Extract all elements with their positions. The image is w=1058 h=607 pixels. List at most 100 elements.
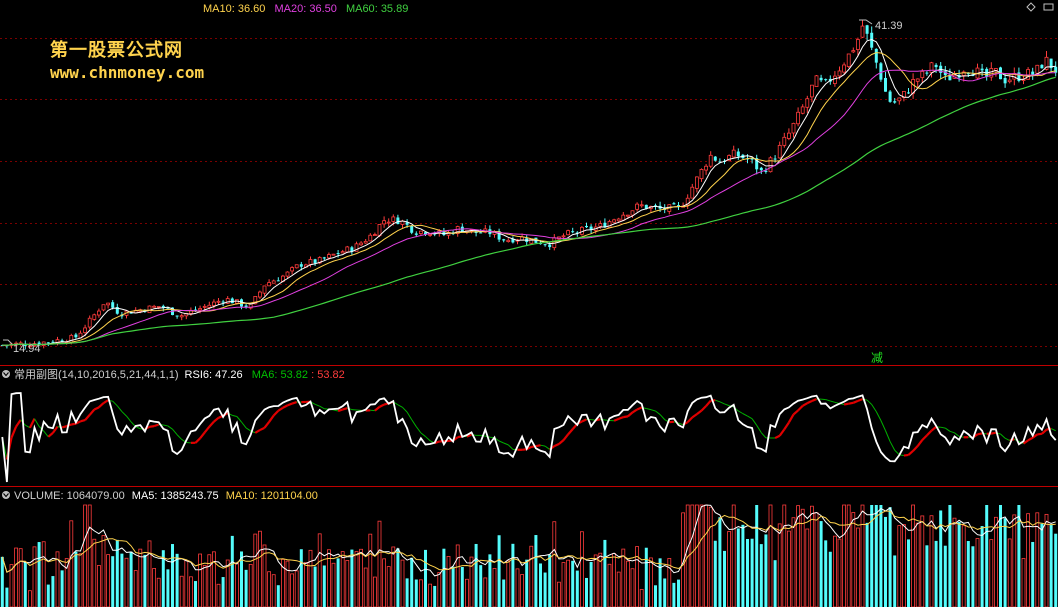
candle-up: [856, 39, 860, 50]
candle-up: [202, 305, 207, 308]
rsi-ma-segment: [659, 414, 666, 420]
candle-up: [179, 315, 184, 318]
volume-bar: [55, 551, 60, 607]
candle-down: [1017, 72, 1021, 81]
rsi-ma-segment: [700, 405, 707, 412]
volume-bar: [971, 546, 975, 607]
rsi-ma-segment: [774, 434, 781, 440]
candle-down: [677, 205, 680, 207]
rsi-ma-segment: [337, 408, 344, 413]
volume-bar: [888, 507, 892, 607]
volume-bar: [120, 553, 124, 607]
candle-up: [354, 243, 359, 252]
volume-bar: [911, 504, 915, 607]
volume-bar: [828, 551, 832, 607]
volume-bar: [483, 577, 488, 607]
candle-up: [708, 154, 713, 167]
candle-up: [833, 75, 837, 84]
volume-bar: [718, 517, 722, 607]
volume-bar: [699, 504, 704, 607]
candle-down: [276, 280, 280, 282]
volume-bar: [92, 538, 97, 607]
candle-up: [207, 304, 212, 308]
volume-panel-toggle-icon[interactable]: [2, 491, 10, 499]
candle-down: [37, 342, 41, 346]
volume-bar: [543, 572, 547, 607]
volume-bar: [658, 558, 662, 607]
rsi-ma-segment: [102, 399, 109, 405]
rsi-ma-segment: [1027, 436, 1034, 442]
rsi-ma-segment: [241, 421, 247, 429]
rsi-ma-segment: [756, 425, 762, 433]
candle-up: [87, 317, 92, 328]
candle-up: [787, 132, 791, 139]
rsi-ma-segment: [425, 436, 431, 442]
volume-bar: [764, 534, 768, 607]
max-price-label: 41.39: [875, 20, 903, 32]
rsi-ma-segment: [282, 404, 289, 409]
rsi-ma-segment: [715, 399, 721, 403]
rsi-ma-segment: [116, 405, 123, 412]
rsi-ma-segment: [792, 409, 799, 416]
rsi-ma-segment: [277, 406, 284, 412]
volume-bar: [479, 565, 483, 607]
volume-bar: [188, 576, 193, 607]
rsi-ma-segment: [977, 432, 983, 436]
rsi-ma-segment: [540, 444, 546, 447]
volume-bar: [511, 543, 515, 607]
rsi-ma-segment: [921, 434, 928, 441]
volume-ma5-key: MA5: [132, 490, 155, 502]
rsi-ma-segment: [402, 406, 408, 413]
rsi-ma-segment: [135, 426, 141, 430]
candle-up: [359, 242, 364, 246]
volume-bar: [985, 505, 989, 607]
candle-up: [271, 280, 276, 284]
volume-bar: [331, 562, 336, 607]
volume-bar: [548, 554, 552, 607]
rsi-ma-segment: [397, 404, 403, 408]
volume-ma10-key: MA10: [226, 490, 255, 502]
volume-bar: [727, 531, 731, 607]
volume-legend: VOLUME: 1064079.00 MA5: 1385243.75 MA10:…: [14, 490, 318, 502]
rsi-ma-segment: [678, 422, 684, 426]
candle-down: [713, 156, 717, 161]
volume-bar: [787, 530, 791, 607]
volume-bar: [552, 521, 557, 607]
volume-bar: [216, 583, 221, 607]
rsi-ma-segment: [272, 409, 280, 417]
candle-up: [846, 53, 851, 67]
candle-down: [313, 259, 317, 264]
rsi-ma-segment: [916, 439, 924, 447]
candle-up: [920, 71, 925, 78]
volume-bar: [879, 505, 883, 607]
rsi-ma-segment: [806, 400, 813, 405]
rsi-ma-segment: [562, 433, 569, 441]
volume-bar: [446, 556, 451, 607]
rsi-panel-toggle-icon[interactable]: [2, 370, 10, 378]
volume-bar: [368, 533, 373, 607]
rsi-line: [1, 392, 1057, 483]
volume-bar: [1007, 538, 1012, 607]
candle-up: [961, 71, 966, 76]
candle-down: [718, 161, 722, 163]
candle-up: [566, 230, 570, 236]
window-icon[interactable]: [1043, 3, 1054, 11]
volume-bar: [616, 571, 621, 607]
candle-up: [1007, 79, 1012, 83]
volume-bar: [363, 567, 368, 607]
volume-bar: [276, 585, 280, 607]
candle-up: [1044, 56, 1049, 70]
volume-bar: [782, 504, 787, 607]
rsi-ma-segment: [1004, 437, 1010, 441]
rsi-ma-segment: [783, 421, 790, 430]
candle-up: [225, 298, 230, 304]
diamond-icon[interactable]: [1026, 2, 1036, 12]
candle-down: [502, 239, 506, 241]
volume-bar: [621, 548, 626, 607]
candle-up: [506, 239, 511, 243]
volume-bar: [961, 525, 966, 607]
candle-up: [363, 240, 368, 244]
volume-bar: [14, 547, 18, 607]
rsi-ma-segment: [618, 416, 624, 420]
